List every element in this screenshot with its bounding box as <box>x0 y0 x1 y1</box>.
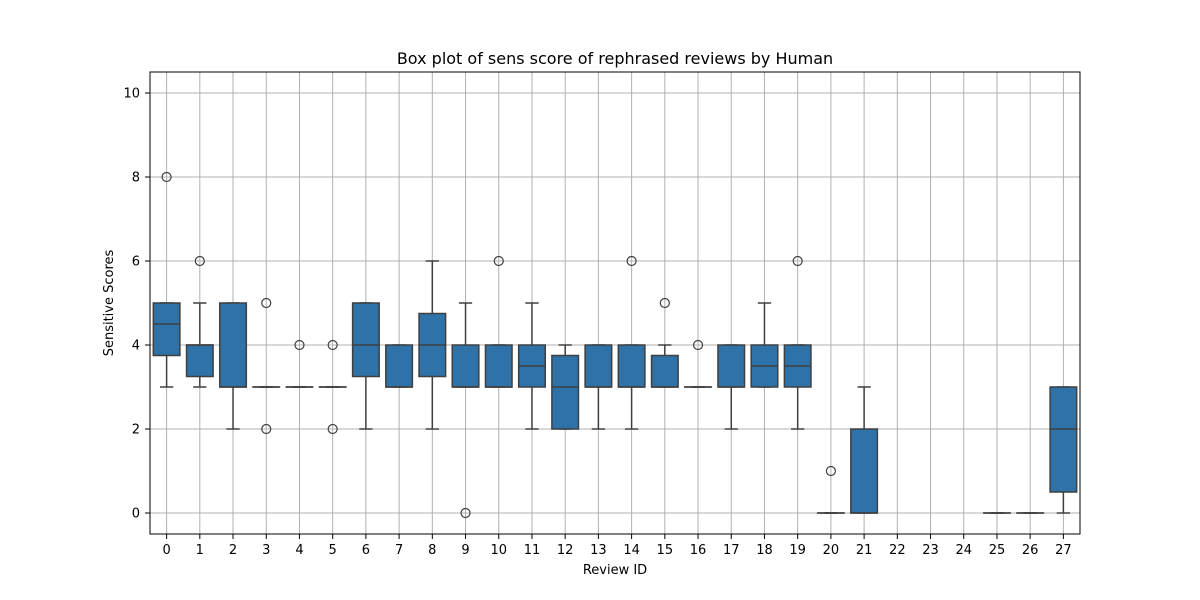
box-body <box>385 344 414 388</box>
x-tick-label: 20 <box>823 543 840 558</box>
box-6 <box>351 302 380 430</box>
box-10 <box>484 255 513 388</box>
outlier-point <box>294 339 305 351</box>
box-14 <box>617 255 646 430</box>
x-tick-label: 21 <box>856 543 873 558</box>
outlier-point <box>460 507 471 519</box>
x-axis-label: Review ID <box>583 563 647 578</box>
y-tick-label: 6 <box>132 255 140 270</box>
y-tick-label: 2 <box>132 423 140 438</box>
box-body <box>484 344 513 388</box>
y-axis-label: Sensitive Scores <box>102 249 117 356</box>
outlier-point <box>792 255 803 267</box>
box-9 <box>451 302 480 519</box>
x-tick-label: 5 <box>329 543 337 558</box>
box-20 <box>816 465 845 514</box>
outlier-point <box>626 255 637 267</box>
x-tick-label: 8 <box>428 543 436 558</box>
box-5 <box>318 339 347 435</box>
y-tick-label: 4 <box>132 339 140 354</box>
box-2 <box>219 302 248 430</box>
box-19 <box>783 255 812 430</box>
x-tick-label: 23 <box>922 543 939 558</box>
x-tick-label: 6 <box>362 543 370 558</box>
outlier-point <box>261 297 272 309</box>
boxes <box>152 171 1078 519</box>
x-tick-label: 2 <box>229 543 237 558</box>
x-tick-label: 7 <box>395 543 403 558</box>
x-tick-label: 22 <box>889 543 906 558</box>
box-1 <box>185 255 214 388</box>
chart-title: Box plot of sens score of rephrased revi… <box>397 49 833 68</box>
x-tick-label: 17 <box>723 543 740 558</box>
y-tick-label: 8 <box>132 171 140 186</box>
box-body <box>1049 386 1078 493</box>
box-12 <box>551 344 580 430</box>
outlier-point <box>825 465 836 477</box>
box-18 <box>750 302 779 388</box>
x-tick-label: 15 <box>657 543 674 558</box>
y-tick-label: 10 <box>123 87 140 102</box>
outlier-point <box>692 339 704 351</box>
box-body <box>617 344 646 388</box>
outlier-point <box>327 339 338 351</box>
plot-frame <box>149 71 1081 535</box>
x-tick-label: 19 <box>789 543 806 558</box>
x-tick-label: 24 <box>955 543 972 558</box>
x-tick-label: 25 <box>989 543 1006 558</box>
box-body <box>850 428 879 514</box>
box-body <box>451 344 480 388</box>
box-0 <box>152 171 181 388</box>
x-tick-label: 14 <box>623 543 640 558</box>
y-tick-label: 0 <box>132 507 140 522</box>
box-body <box>584 344 613 388</box>
x-tick-label: 3 <box>262 543 270 558</box>
x-tick-label: 9 <box>461 543 469 558</box>
grid-lines <box>150 72 1080 534</box>
box-body <box>219 302 248 388</box>
box-17 <box>717 344 746 430</box>
box-body <box>650 354 679 388</box>
x-tick-label: 11 <box>524 543 541 558</box>
outlier-point <box>161 171 172 183</box>
x-tick-label: 26 <box>1022 543 1039 558</box>
box-16 <box>684 339 713 388</box>
outlier-point <box>659 297 670 309</box>
outlier-point <box>327 423 338 435</box>
box-8 <box>418 260 447 430</box>
x-tick-label: 13 <box>590 543 607 558</box>
box-body <box>185 344 214 378</box>
x-tick-label: 27 <box>1055 543 1072 558</box>
box-13 <box>584 344 613 430</box>
x-tick-label: 0 <box>162 543 170 558</box>
x-tick-label: 10 <box>490 543 507 558</box>
x-tick-label: 4 <box>295 543 303 558</box>
x-tick-label: 12 <box>557 543 574 558</box>
outlier-point <box>261 423 272 435</box>
box-4 <box>285 339 314 388</box>
x-tick-label: 1 <box>196 543 204 558</box>
outlier-point <box>194 255 205 267</box>
box-7 <box>385 344 414 388</box>
x-tick-label: 18 <box>756 543 773 558</box>
x-tick-label: 16 <box>690 543 707 558</box>
outlier-point <box>493 255 504 267</box>
box-27 <box>1049 386 1078 514</box>
box-3 <box>252 297 281 435</box>
box-body <box>717 344 746 388</box>
box-body <box>351 302 380 378</box>
box-body <box>551 354 580 430</box>
box-21 <box>850 386 879 514</box>
box-11 <box>517 302 547 430</box>
box-body <box>152 302 181 357</box>
box-15 <box>650 297 679 388</box>
